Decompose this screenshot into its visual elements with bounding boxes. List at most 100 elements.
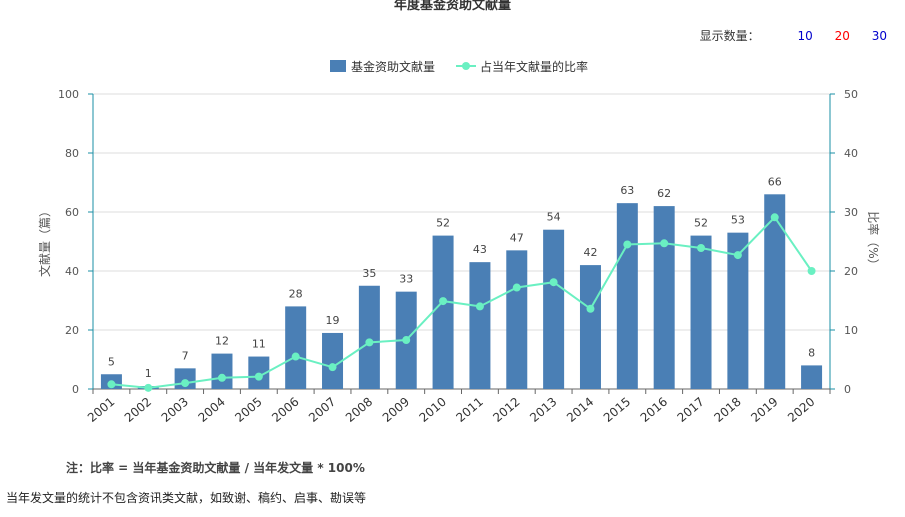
line-point bbox=[181, 379, 190, 388]
display-count-option-10[interactable]: 10 bbox=[797, 29, 813, 43]
legend-bar-label: 基金资助文献量 bbox=[351, 59, 435, 74]
y2-axis-tick-label: 0 bbox=[844, 383, 851, 396]
bar bbox=[322, 332, 344, 389]
x-axis-tick-label: 2016 bbox=[638, 395, 670, 425]
x-axis-tick-label: 2017 bbox=[675, 395, 707, 425]
bar bbox=[727, 232, 749, 389]
line-point bbox=[807, 267, 816, 275]
grid-lines bbox=[93, 93, 830, 331]
x-axis-tick-label: 2014 bbox=[564, 395, 596, 425]
y-axis-title: 文献量（篇） bbox=[37, 205, 52, 277]
bar bbox=[616, 203, 638, 389]
line-point bbox=[697, 243, 706, 252]
bar bbox=[690, 235, 712, 389]
line-point bbox=[475, 302, 484, 311]
line-point bbox=[586, 304, 595, 313]
bar-data-label: 12 bbox=[215, 335, 229, 348]
y2-axis-tick-label: 50 bbox=[844, 88, 858, 101]
bar-data-label: 52 bbox=[694, 217, 708, 230]
y2-axis-tick-label: 10 bbox=[844, 324, 858, 337]
x-axis-tick-label: 2012 bbox=[490, 395, 522, 425]
x-axis-tick-label: 2005 bbox=[232, 395, 264, 425]
x-axis-tick-label: 2015 bbox=[601, 395, 633, 425]
y-axis-tick-label: 20 bbox=[65, 324, 79, 337]
bar bbox=[579, 265, 601, 389]
bar bbox=[211, 353, 233, 389]
line-point bbox=[291, 352, 300, 361]
x-axis-tick-label: 2002 bbox=[122, 395, 154, 425]
y-axis-tick-label: 0 bbox=[72, 383, 79, 396]
legend-line-label: 占当年文献量的比率 bbox=[480, 59, 588, 74]
line-series bbox=[107, 213, 816, 392]
line-point bbox=[217, 373, 226, 382]
x-axis-tick-label: 2013 bbox=[527, 395, 559, 425]
legend-bar-swatch bbox=[330, 60, 346, 72]
bar-data-label: 53 bbox=[731, 214, 745, 227]
x-axis-tick-label: 2011 bbox=[453, 395, 485, 425]
ratio-formula-note: 注：比率 = 当年基金资助文献量 / 当年发文量 * 100% bbox=[66, 461, 365, 475]
bar bbox=[543, 229, 565, 389]
line-point bbox=[549, 278, 558, 287]
line-point bbox=[439, 297, 448, 306]
bar-data-label: 28 bbox=[289, 287, 303, 300]
bar-data-label: 52 bbox=[436, 217, 450, 230]
x-axis-tick-label: 2020 bbox=[785, 395, 817, 425]
chart-legend: 基金资助文献量 占当年文献量的比率 bbox=[330, 59, 588, 74]
bar-data-label: 42 bbox=[583, 246, 597, 259]
x-axis-tick-label: 2010 bbox=[417, 395, 449, 425]
y-axis-tick-label: 100 bbox=[58, 88, 79, 101]
y2-axis-title: 比率（%） bbox=[866, 211, 881, 270]
bar bbox=[506, 250, 528, 389]
x-axis-tick-label: 2003 bbox=[159, 395, 191, 425]
bar-data-label: 54 bbox=[547, 211, 561, 224]
x-axis-tick-label: 2008 bbox=[343, 395, 375, 425]
bar-data-label: 5 bbox=[108, 355, 115, 368]
display-count-option-30[interactable]: 30 bbox=[871, 29, 887, 43]
bar-data-label: 47 bbox=[510, 231, 524, 244]
bar-data-label: 43 bbox=[473, 243, 487, 256]
bar-data-label: 1 bbox=[145, 367, 152, 380]
line-point bbox=[733, 251, 742, 260]
x-axis-tick-label: 2006 bbox=[269, 395, 301, 425]
line-point bbox=[623, 240, 632, 249]
legend-item-bar-series[interactable]: 基金资助文献量 bbox=[330, 59, 435, 74]
chart-title: 年度基金资助文献量 bbox=[393, 0, 511, 13]
line-point bbox=[144, 383, 153, 392]
line-point bbox=[512, 283, 521, 292]
bar-data-label: 33 bbox=[399, 273, 413, 286]
line-point bbox=[107, 380, 116, 389]
exclusion-note: 当年发文量的统计不包含资讯类文献，如致谢、稿约、启事、勘误等 bbox=[6, 491, 367, 505]
line-point bbox=[254, 372, 263, 381]
y2-axis-tick-label: 20 bbox=[844, 265, 858, 278]
y-axis-tick-label: 60 bbox=[65, 206, 79, 219]
legend-item-line-series[interactable]: 占当年文献量的比率 bbox=[456, 59, 588, 74]
bar bbox=[764, 194, 786, 389]
line-point bbox=[660, 239, 669, 248]
y-axis-tick-label: 40 bbox=[65, 265, 79, 278]
line-point bbox=[770, 213, 779, 222]
bar-series bbox=[100, 194, 823, 389]
x-axis-tick-labels: 2001 2002 2003 2004 2005 2006 2007 2008 2009 2010… bbox=[85, 389, 831, 425]
display-count-label: 显示数量： bbox=[699, 29, 760, 43]
x-axis-tick-label: 2001 bbox=[85, 395, 117, 425]
x-axis-tick-label: 2019 bbox=[748, 395, 780, 425]
y-axis-tick-label: 80 bbox=[65, 147, 79, 160]
bar bbox=[469, 262, 491, 389]
bar-data-label: 63 bbox=[620, 184, 634, 197]
bar-data-label: 35 bbox=[362, 267, 376, 280]
bar-data-label: 11 bbox=[252, 338, 266, 351]
display-count-selector: 显示数量： 10 20 30 bbox=[700, 27, 887, 44]
x-axis-tick-label: 2009 bbox=[380, 395, 412, 425]
x-axis-tick-label: 2018 bbox=[711, 395, 743, 425]
bar-data-label: 66 bbox=[768, 175, 782, 188]
bar-data-label: 7 bbox=[182, 349, 189, 362]
legend-line-marker bbox=[462, 62, 470, 70]
x-axis-tick-label: 2004 bbox=[196, 395, 228, 425]
bar bbox=[285, 306, 307, 389]
bar bbox=[358, 285, 380, 389]
bar-data-labels: 5 1 7 12 11 28 19 35 33 52 43 47 54 42 63 62 52 53 66 8 bbox=[108, 175, 815, 380]
bar bbox=[801, 365, 823, 389]
bar bbox=[653, 206, 675, 389]
display-count-option-20[interactable]: 20 bbox=[834, 29, 850, 43]
